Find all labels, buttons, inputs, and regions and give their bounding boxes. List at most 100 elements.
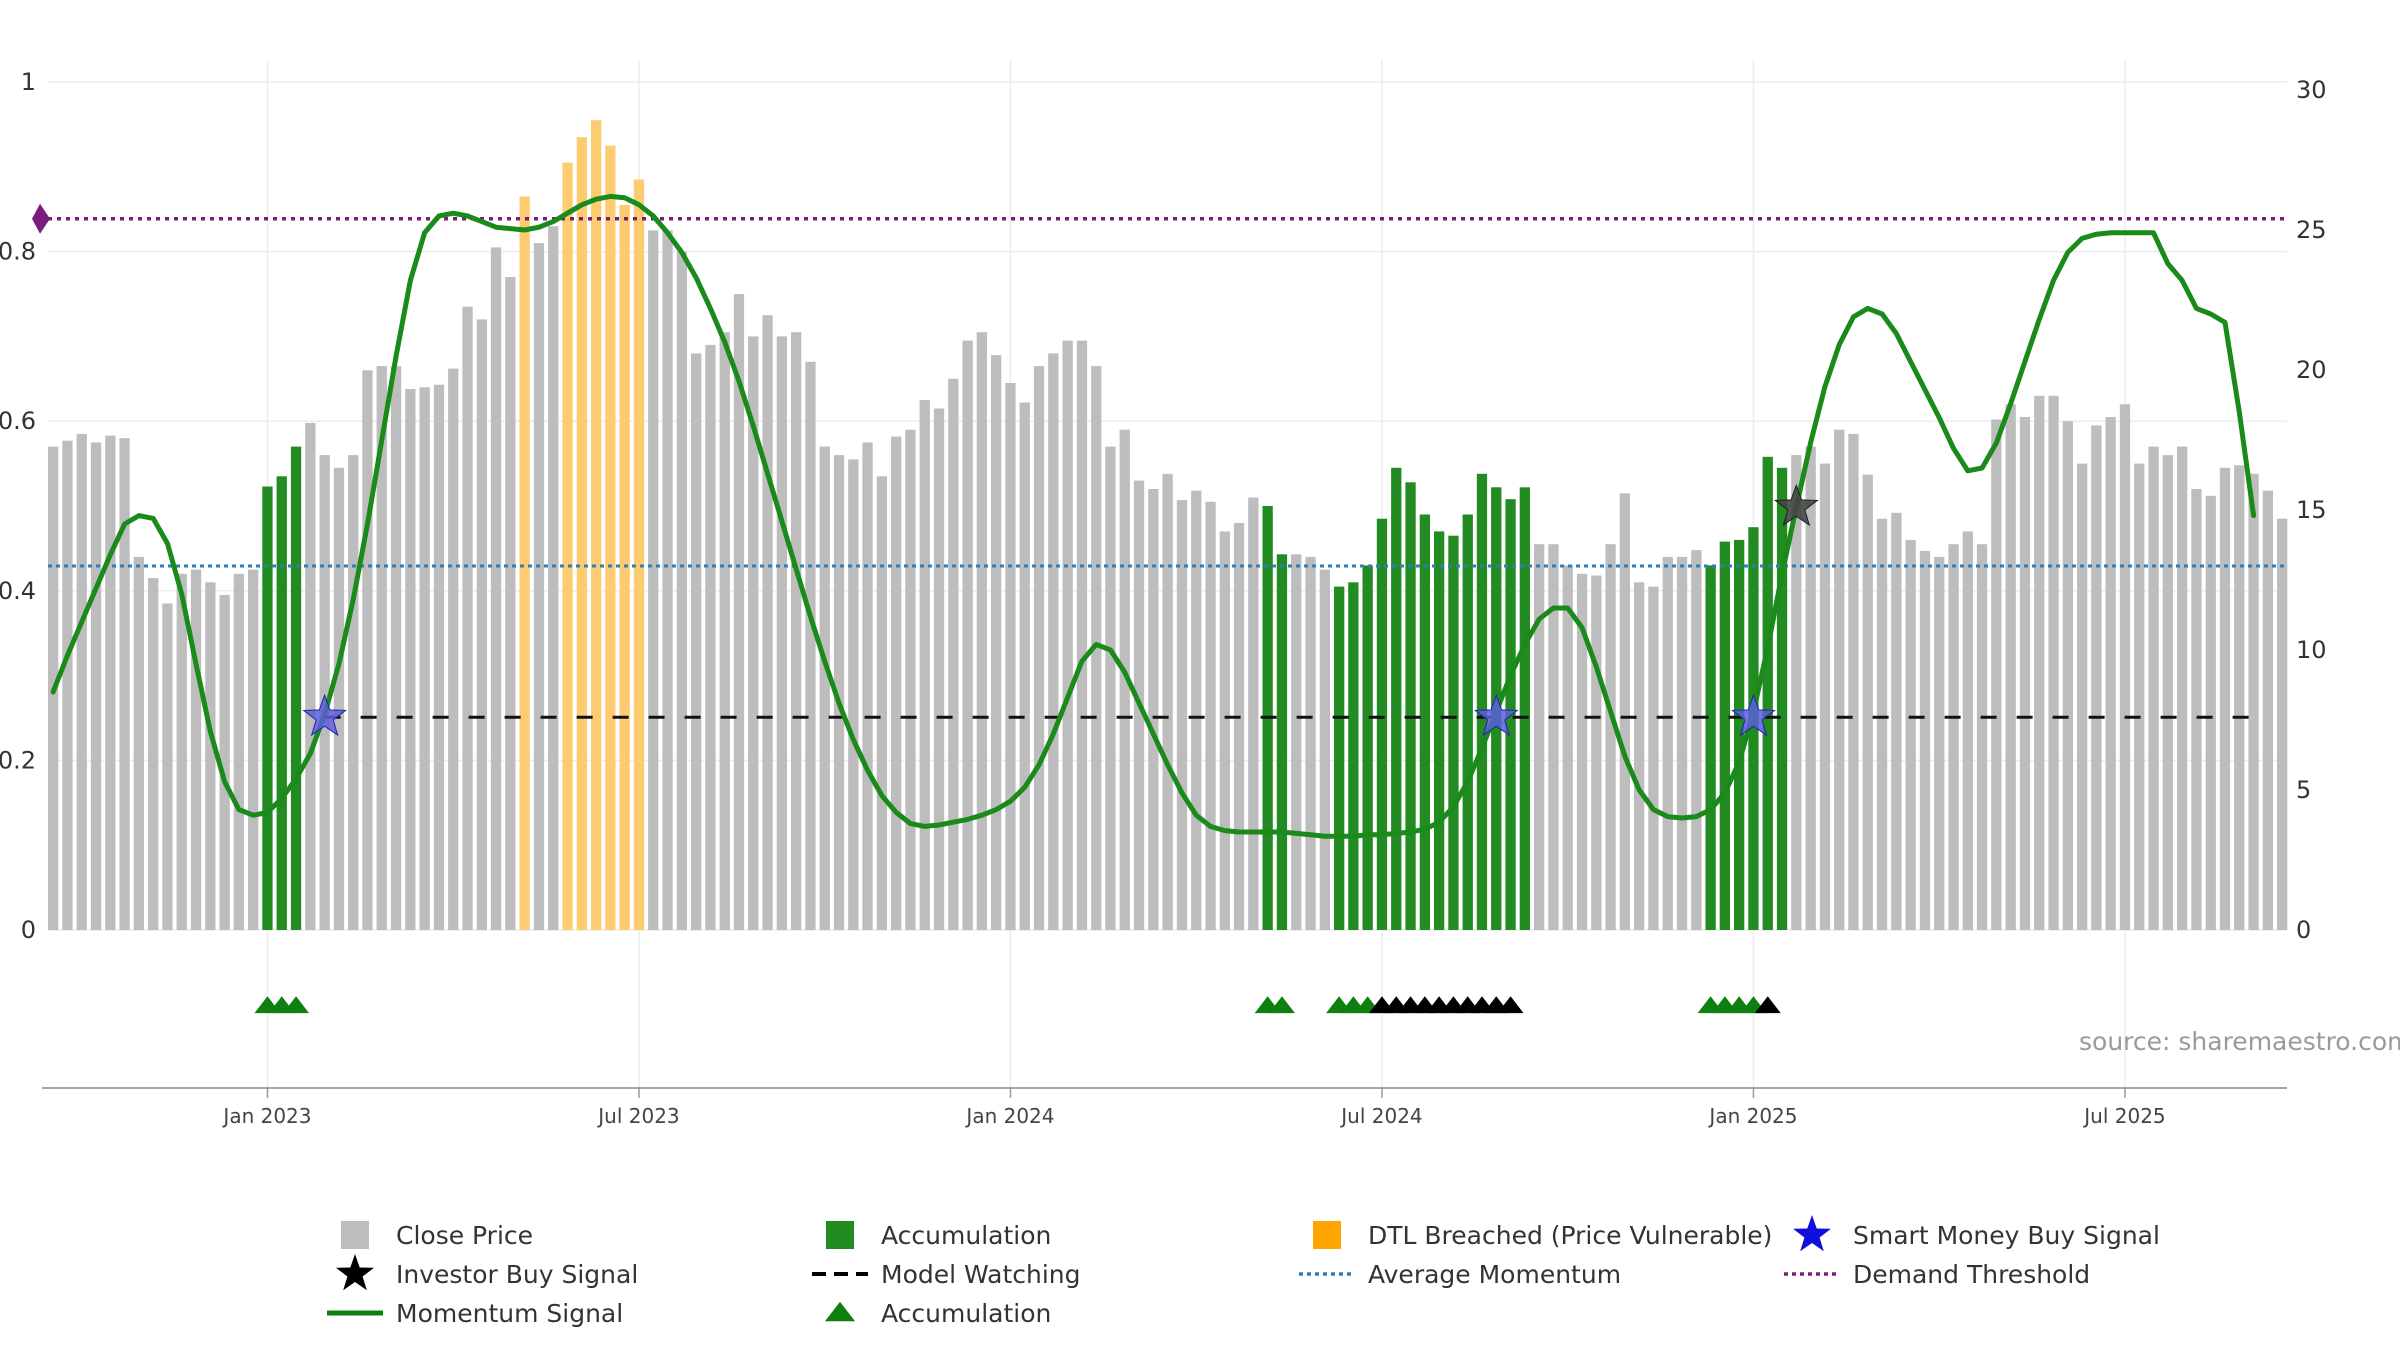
y-right-tick-label: 25 (2296, 216, 2327, 244)
accumulation-triangle-marker-dark (1497, 996, 1524, 1014)
close-price-bar (705, 344, 716, 930)
close-price-bar (2262, 490, 2273, 930)
x-tick-label: Jan 2025 (1707, 1104, 1797, 1128)
close-price-bar (2191, 489, 2202, 930)
close-price-bar (748, 336, 759, 930)
legend-label: Smart Money Buy Signal (1853, 1221, 2160, 1250)
close-price-bar (1019, 402, 1030, 930)
close-price-bar (776, 336, 787, 930)
close-price-bar (533, 243, 545, 931)
close-price-bar (2005, 404, 2016, 930)
close-price-bar (1176, 500, 1188, 930)
close-price-bar (2277, 518, 2288, 930)
accumulation-bar (1719, 541, 1730, 930)
close-price-bar (548, 226, 559, 930)
close-price-bar (1033, 366, 1045, 931)
close-price-bar (119, 438, 130, 930)
close-price-bar (376, 366, 387, 931)
close-price-bar (105, 435, 116, 930)
legend-label: Accumulation (881, 1299, 1051, 1328)
close-price-bar (362, 370, 373, 930)
close-price-bar (448, 368, 459, 931)
close-price-bar (1162, 473, 1173, 930)
close-price-bar (1634, 582, 1645, 930)
close-price-bar (2077, 463, 2088, 930)
close-price-bar (1619, 493, 1630, 930)
close-price-bar (1919, 550, 1931, 930)
close-price-bar (1976, 544, 1988, 930)
close-price-bar (1219, 531, 1230, 930)
close-price-bar (2162, 455, 2173, 930)
close-price-bar (1105, 446, 1116, 930)
close-price-bar (162, 603, 173, 930)
close-price-bar (733, 294, 745, 930)
close-price-bar (2062, 421, 2073, 930)
close-price-bar (333, 467, 345, 930)
accumulation-bar (1276, 554, 1288, 930)
close-price-bar (2048, 395, 2059, 930)
dtl-breached-bar (562, 162, 573, 931)
legend-swatch-square (341, 1221, 369, 1249)
y-left-tick-label: 1 (21, 68, 36, 96)
smart-money-buy-star (1731, 693, 1776, 737)
close-price-bar (433, 384, 445, 930)
close-price-bar (962, 340, 973, 931)
close-price-bar (791, 332, 802, 930)
close-price-bar (490, 247, 502, 930)
close-price-bar (805, 361, 816, 930)
close-price-bar (1205, 501, 1216, 930)
x-tick-label: Jul 2023 (596, 1104, 679, 1128)
close-price-bar (905, 429, 916, 930)
legend: Close Price Accumulation DTL Breached (Pri… (327, 1215, 2160, 1328)
y-right-tick-label: 20 (2296, 356, 2327, 384)
close-price-bar (1805, 446, 1816, 930)
dtl-breached-bar (519, 196, 530, 930)
close-price-bar (1148, 489, 1159, 930)
close-price-bar (1548, 544, 1559, 930)
signals-layer (302, 483, 1819, 737)
legend-swatch-square (826, 1221, 854, 1249)
close-price-bar (876, 476, 887, 930)
y-left-tick-label: 0 (21, 916, 36, 944)
close-price-bar (2205, 495, 2216, 930)
close-price-bar (1562, 565, 1573, 930)
reference-lines (32, 203, 2287, 719)
close-price-bar (676, 251, 687, 931)
close-price-bar (1062, 340, 1073, 931)
close-price-bar (1862, 474, 1873, 930)
legend-label: Investor Buy Signal (396, 1260, 638, 1289)
close-price-bar (1891, 512, 1902, 930)
close-price-bar (1605, 544, 1616, 930)
close-price-bar (419, 387, 430, 930)
close-price-bar (2248, 473, 2259, 930)
close-price-bar (2148, 446, 2159, 930)
momentum-layer (50, 193, 2257, 839)
close-price-bar (691, 353, 702, 930)
close-price-bar (1319, 569, 1330, 930)
x-tick-label: Jan 2024 (964, 1104, 1054, 1128)
close-price-bar (1291, 554, 1302, 930)
accumulation-bar (1376, 518, 1388, 930)
close-price-bar (62, 440, 73, 930)
accumulation-bar (1705, 565, 1716, 930)
close-price-bar (1005, 383, 1016, 930)
momentum-signal-line (50, 193, 2257, 839)
close-price-bar (1305, 556, 1316, 930)
close-price-bar (991, 355, 1002, 931)
close-price-bar (248, 569, 259, 930)
accumulation-bar (1391, 467, 1402, 930)
close-price-bar (1676, 556, 1688, 930)
legend-label: Momentum Signal (396, 1299, 623, 1328)
smart-money-buy-star (302, 693, 347, 737)
close-price-bar (2105, 417, 2116, 930)
close-price-bar (1791, 455, 1802, 930)
close-price-bar (648, 230, 659, 930)
close-price-bar (976, 332, 987, 930)
legend-label: Close Price (396, 1221, 533, 1250)
close-price-bar (1048, 353, 1059, 930)
y-left-tick-label: 0.2 (0, 746, 36, 774)
accumulation-bar (1419, 514, 1430, 930)
legend-label: Accumulation (881, 1221, 1051, 1250)
close-price-bar (476, 319, 487, 930)
dtl-breached-bar (633, 179, 645, 930)
